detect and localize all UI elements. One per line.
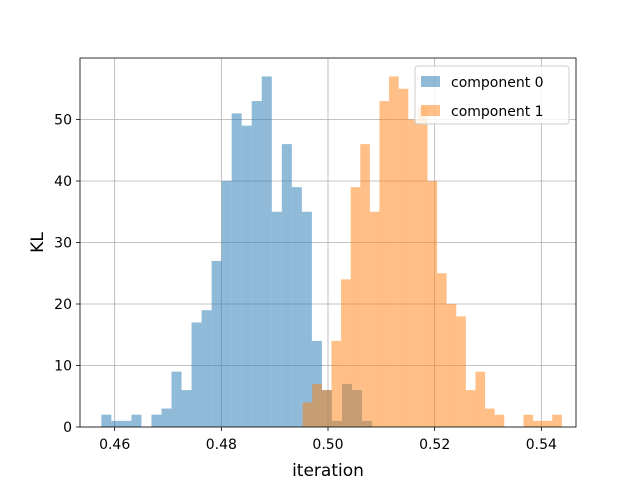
series-1-bars	[302, 76, 562, 428]
histogram-bar	[161, 408, 172, 427]
histogram-bar	[341, 279, 351, 427]
histogram-bar	[350, 187, 361, 427]
histogram-bar	[211, 260, 222, 427]
histogram-bar	[398, 88, 409, 427]
y-tick-label: 50	[54, 113, 72, 129]
histogram-bar	[389, 76, 399, 427]
histogram-bar	[533, 420, 543, 427]
histogram-bar	[446, 304, 457, 427]
histogram-bar	[437, 273, 447, 427]
histogram-bar	[151, 414, 162, 427]
series-0-bars	[101, 76, 373, 428]
legend-label: component 1	[451, 104, 544, 120]
histogram-bar	[302, 402, 313, 427]
histogram-bar	[271, 211, 282, 427]
x-tick-label: 0.54	[526, 437, 557, 453]
histogram-bar	[312, 383, 322, 427]
y-axis-title: KL	[28, 232, 48, 253]
histogram-bar	[321, 390, 332, 427]
histogram-bar	[281, 144, 292, 427]
histogram-bar	[465, 390, 476, 427]
x-tick-label: 0.46	[99, 437, 130, 453]
histogram-bar	[261, 76, 272, 427]
legend: component 0 component 1	[414, 65, 570, 125]
histogram-bar	[231, 113, 242, 427]
histogram-bar	[111, 420, 122, 427]
y-tick-label: 30	[54, 236, 72, 252]
histogram-bar	[181, 390, 192, 427]
histogram-bar	[369, 211, 380, 427]
histogram-bar	[417, 107, 428, 427]
y-tick-label: 20	[54, 297, 72, 313]
x-tick-label: 0.50	[312, 437, 343, 453]
legend-box	[414, 65, 570, 125]
histogram-bars	[101, 76, 562, 428]
histogram-bar	[552, 414, 562, 427]
histogram-bar	[101, 414, 112, 427]
legend-swatch	[421, 105, 440, 116]
histogram-bar	[379, 101, 390, 428]
y-tick-label: 0	[63, 420, 72, 436]
legend-label: component 0	[451, 75, 544, 91]
histogram-bar	[494, 414, 505, 427]
histogram-bar	[331, 340, 342, 427]
histogram-bar	[456, 316, 466, 427]
histogram-bar	[201, 310, 212, 427]
histogram-bar	[542, 420, 553, 427]
histogram-bar	[221, 181, 232, 427]
histogram-bar	[251, 101, 262, 428]
x-tick-label: 0.52	[419, 437, 450, 453]
histogram-bar	[291, 187, 302, 427]
histogram-bar	[475, 371, 486, 427]
histogram-bar	[485, 408, 495, 427]
y-tick-label: 10	[54, 359, 72, 375]
histogram-bar	[121, 420, 132, 427]
legend-swatch	[421, 76, 440, 87]
histogram-bar	[360, 144, 370, 427]
histogram-bar	[408, 119, 418, 427]
axis-ticks: 0.46 0.48 0.50 0.52 0.54 0 10 20 30 40 50	[54, 113, 557, 454]
histogram-bar	[523, 414, 534, 427]
histogram-bar	[171, 371, 182, 427]
histogram-bar	[301, 211, 312, 427]
histogram-bar	[191, 322, 202, 427]
y-tick-label: 40	[54, 174, 72, 190]
x-tick-label: 0.48	[206, 437, 237, 453]
histogram-bar	[427, 181, 438, 427]
histogram-bar	[131, 414, 142, 427]
histogram-bar	[241, 125, 252, 428]
x-axis-title: iteration	[292, 461, 364, 480]
